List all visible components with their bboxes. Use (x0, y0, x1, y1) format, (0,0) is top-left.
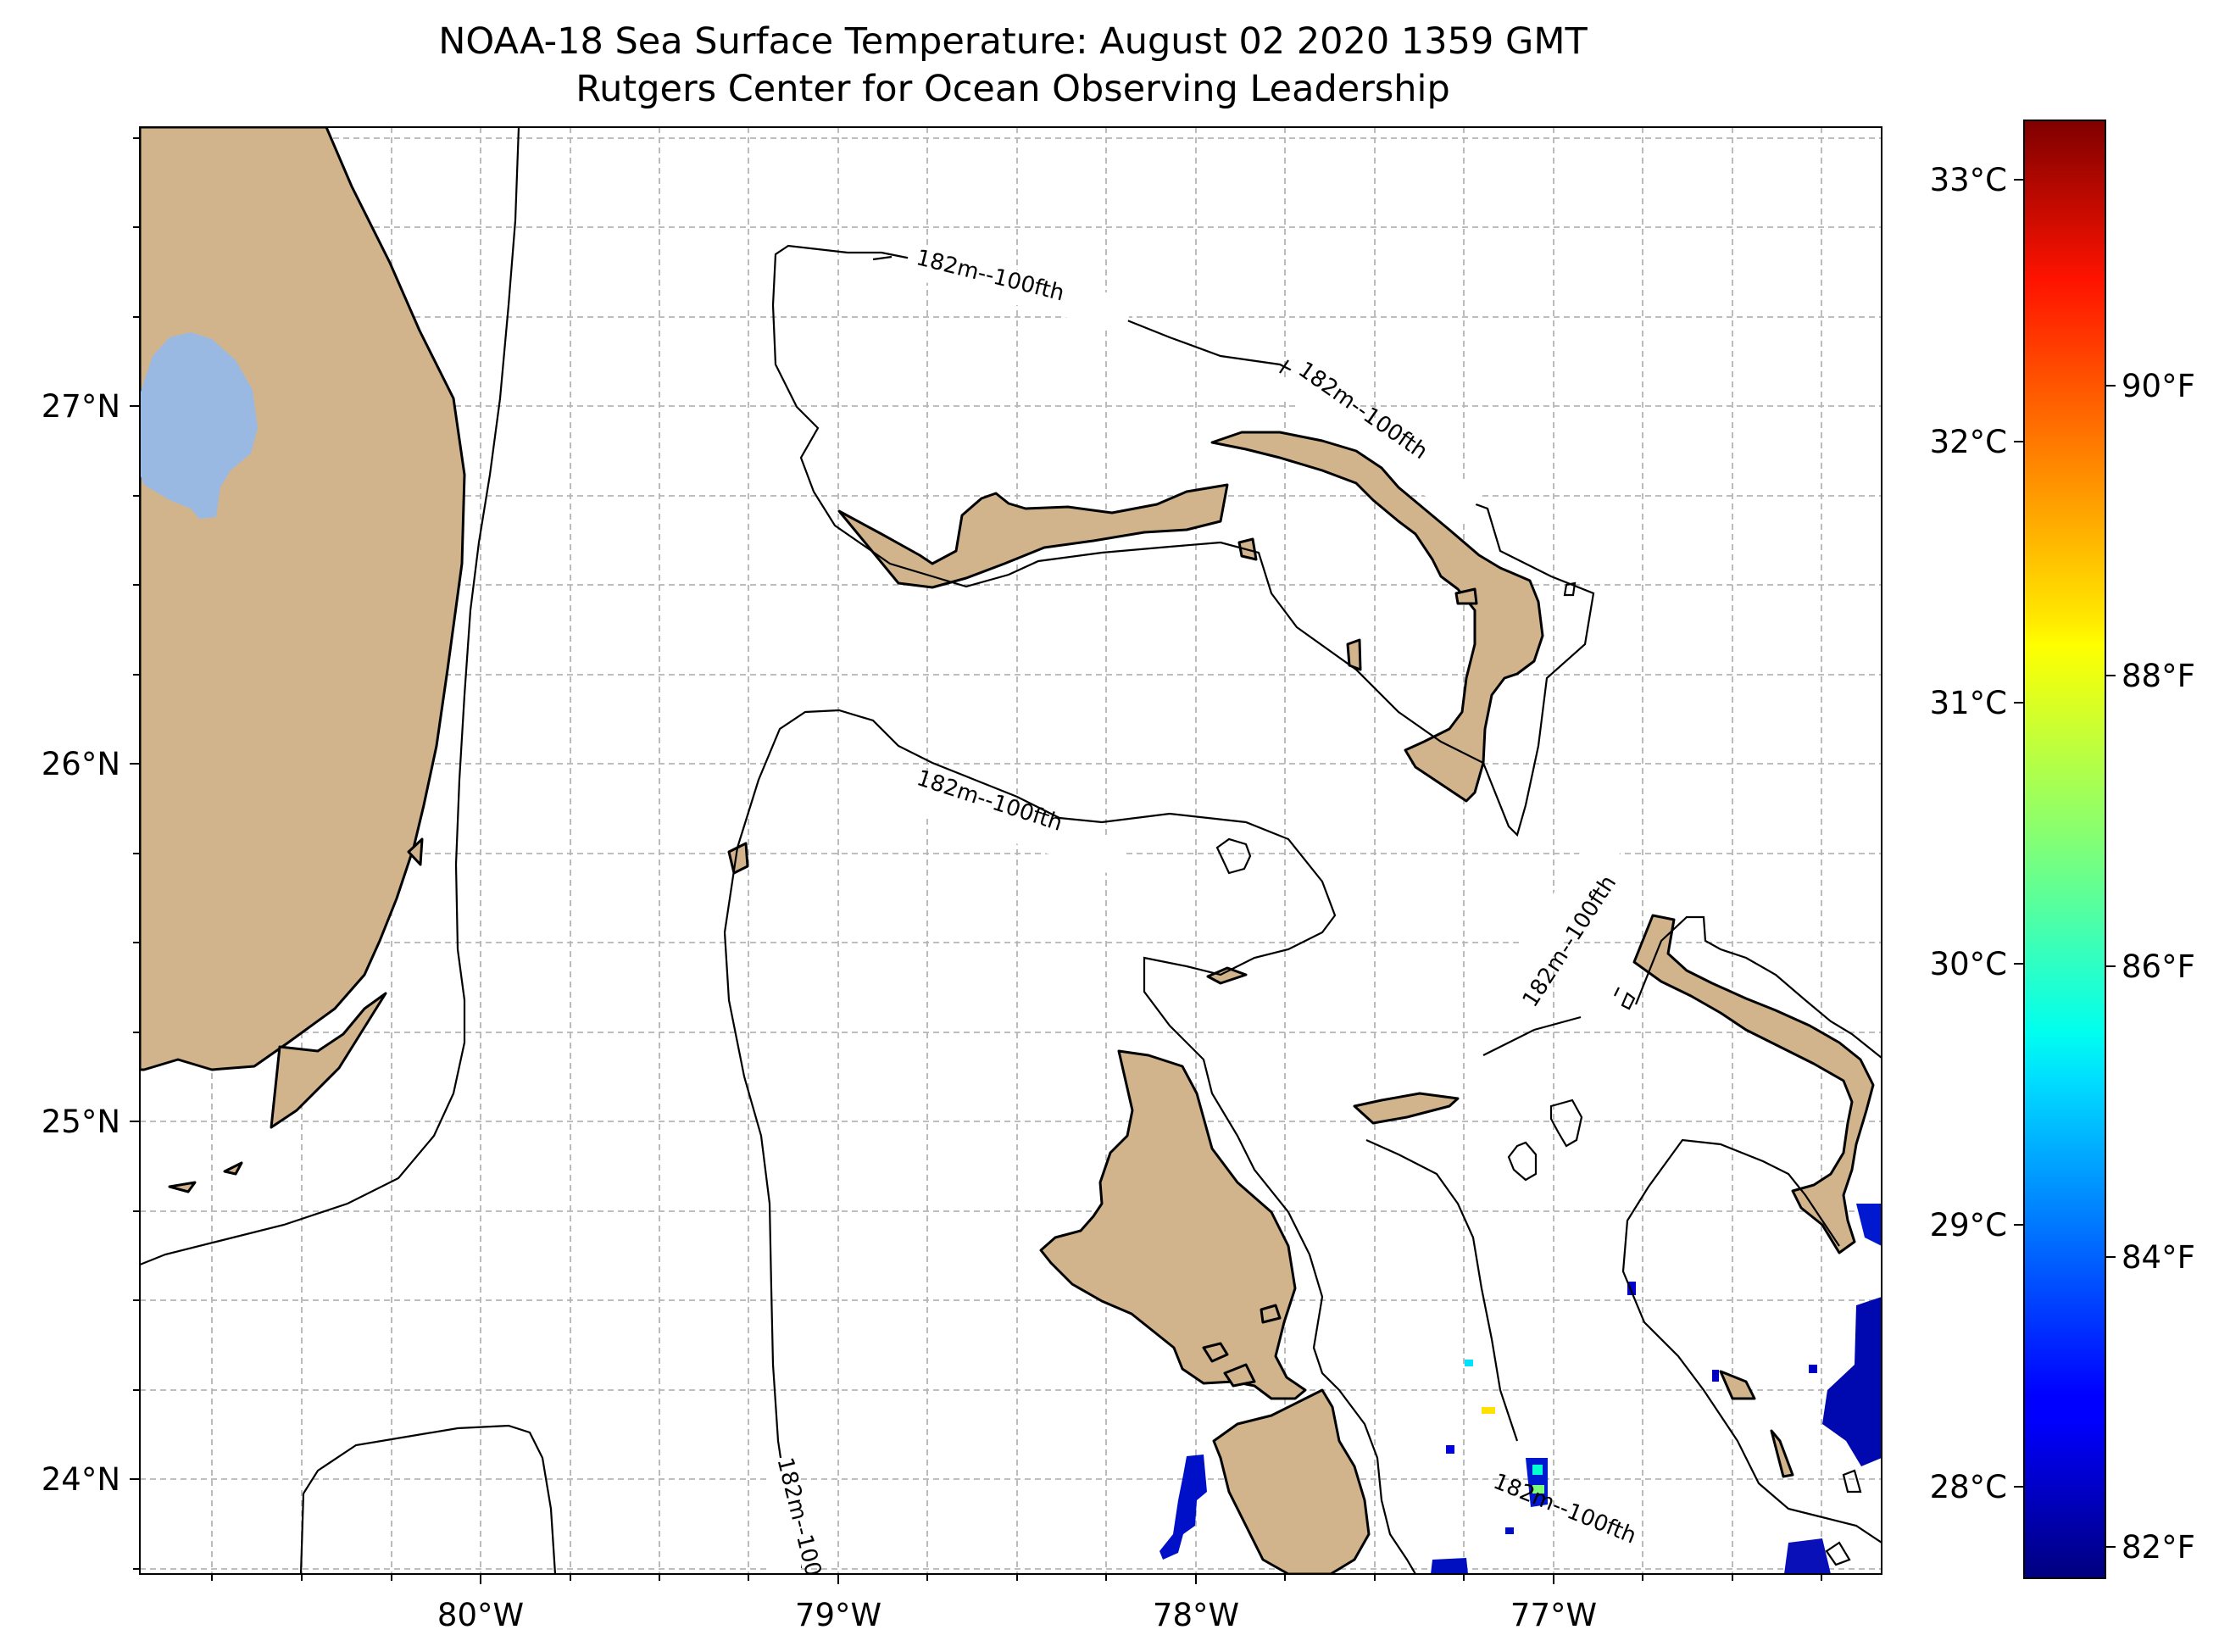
map-axes: 182m--100fth 182m--100fth 182m--100fth 1… (42, 126, 1882, 1633)
grand-bahama-island (837, 483, 1229, 589)
lat-tick-label: 27°N (42, 388, 120, 425)
lake-okeechobee (140, 332, 258, 519)
colorbar-celsius-label: 33°C (1930, 162, 2007, 198)
florida-peninsula (140, 127, 466, 1071)
map-subtitle: Rutgers Center for Ocean Observing Leade… (576, 68, 1450, 110)
isobath-labels: 182m--100fth 182m--100fth 182m--100fth 1… (767, 243, 1640, 1574)
seamount-contour-1 (1549, 1099, 1583, 1148)
colorbar-celsius-label: 28°C (1930, 1469, 2007, 1505)
colorbar-fahrenheit-label: 82°F (2122, 1529, 2195, 1566)
colorbar-fahrenheit-label: 84°F (2122, 1239, 2195, 1276)
sst-patch-south-andros (1159, 1455, 1207, 1560)
isobath-label: 182m--100fth (1490, 1469, 1640, 1549)
lat-tick-label: 26°N (42, 746, 120, 782)
lon-tick-label: 79°W (795, 1597, 881, 1633)
sst-data-pixels (1159, 1204, 1882, 1574)
map-frame (139, 126, 1882, 1575)
colorbar: 33°C 32°C 31°C 30°C 29°C 28°C 90°F 88°F … (1930, 120, 2195, 1579)
lon-tick-label: 78°W (1153, 1597, 1239, 1633)
sst-patch-exumas (1822, 1297, 1882, 1466)
colorbar-fahrenheit-label: 88°F (2122, 658, 2195, 694)
seamount-contour-2 (1507, 1141, 1538, 1182)
map-title: NOAA-18 Sea Surface Temperature: August … (438, 20, 1588, 63)
colorbar-fahrenheit-label: 86°F (2122, 948, 2195, 985)
south-andros-cays (1212, 1388, 1371, 1574)
latitude-labels: 27°N 26°N 25°N 24°N (42, 388, 120, 1498)
isobath-contours (140, 127, 1882, 1574)
longitude-labels: 80°W 79°W 78°W 77°W (437, 1597, 1597, 1633)
colorbar-celsius-label: 32°C (1930, 424, 2007, 460)
colorbar-gradient (2023, 120, 2106, 1579)
florida-keys (270, 992, 387, 1129)
lat-tick-label: 25°N (42, 1104, 120, 1140)
great-abaco-island (1210, 431, 1544, 803)
lon-tick-label: 80°W (437, 1597, 524, 1633)
lon-tick-label: 77°W (1510, 1597, 1597, 1633)
eleuthera-island (1632, 914, 1875, 1254)
colorbar-fahrenheit-label: 90°F (2122, 368, 2195, 404)
axis-ticks (130, 137, 1822, 1584)
colorbar-celsius-label: 30°C (1930, 946, 2007, 982)
andros-island (1039, 1049, 1307, 1400)
new-providence-island (1353, 1092, 1460, 1125)
colorbar-celsius-label: 29°C (1930, 1207, 2007, 1243)
colorbar-celsius-label: 31°C (1930, 685, 2007, 721)
lat-tick-label: 24°N (42, 1461, 120, 1498)
